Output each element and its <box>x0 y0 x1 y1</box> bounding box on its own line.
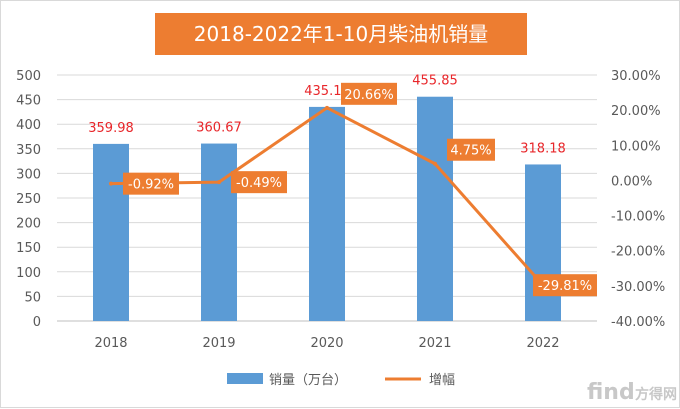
legend-swatch-bars <box>227 373 263 384</box>
growth-label-box <box>123 172 179 195</box>
category-label: 2021 <box>418 336 451 351</box>
legend-label-bars: 销量（万台） <box>269 373 347 388</box>
growth-label-text: -0.92% <box>128 178 174 193</box>
growth-point <box>109 181 113 186</box>
category-label: 2018 <box>94 336 127 351</box>
category-axis-labels: 2018 2019 2020 2021 2022 <box>94 336 559 351</box>
bar <box>201 143 237 321</box>
chart-title-group: 2018-2022年1-10月柴油机销量 <box>155 13 527 55</box>
growth-label: 4.75% <box>447 138 495 161</box>
bar <box>525 164 561 321</box>
category-label: 2022 <box>526 336 559 351</box>
bar-data-labels: 359.98 360.67 435.16 455.85 318.18 <box>88 74 566 157</box>
left-tick-label: 0 <box>33 315 41 330</box>
growth-label: 20.66% <box>341 82 397 105</box>
right-tick-label: 20.00% <box>611 104 661 119</box>
left-tick-label: 200 <box>16 217 41 232</box>
left-tick-label: 50 <box>24 290 41 305</box>
left-tick-label: 350 <box>16 143 41 158</box>
left-tick-label: 450 <box>16 94 41 109</box>
left-tick-label: 100 <box>16 266 41 281</box>
watermark-logo: find 方得网 <box>587 380 677 405</box>
growth-label: -0.49% <box>231 171 287 194</box>
right-axis-ticks: -40.00% -30.00% -20.00% -10.00% 0.00% 10.00% 2… <box>611 69 665 330</box>
bar-value-label: 435.16 <box>304 84 350 99</box>
growth-label-box <box>447 138 495 161</box>
chart-title-background <box>155 13 527 55</box>
left-tick-label: 150 <box>16 241 41 256</box>
bar-series <box>93 96 561 322</box>
growth-label-text: 4.75% <box>450 144 491 159</box>
left-axis-ticks: 0 50 100 150 200 250 300 350 400 450 500 <box>16 69 41 330</box>
category-label: 2019 <box>202 336 235 351</box>
right-tick-label: -10.00% <box>611 210 665 225</box>
growth-label: -0.92% <box>123 172 179 195</box>
growth-point <box>433 161 437 166</box>
watermark-brand: 方得网 <box>635 386 677 403</box>
bar-value-label: 359.98 <box>88 121 134 136</box>
watermark-find: find <box>587 380 635 405</box>
growth-point <box>325 105 329 110</box>
bar <box>417 96 453 321</box>
category-label: 2020 <box>310 336 343 351</box>
left-tick-label: 300 <box>16 167 41 182</box>
bar-value-label: 318.18 <box>520 141 566 156</box>
left-tick-label: 400 <box>16 118 41 133</box>
right-tick-label: -40.00% <box>611 315 665 330</box>
line-data-labels: -0.92% -0.49% 20.66% 4.75% -29.81% <box>123 82 597 297</box>
left-tick-label: 250 <box>16 192 41 207</box>
legend-label-line: 增幅 <box>429 373 455 388</box>
bar-value-label: 455.85 <box>412 74 458 89</box>
legend: 销量（万台） 增幅 <box>227 373 455 388</box>
bar-value-label: 360.67 <box>196 121 242 136</box>
right-tick-label: 10.00% <box>611 139 661 154</box>
growth-point <box>217 180 221 185</box>
right-tick-label: 30.00% <box>611 69 661 84</box>
growth-label-box <box>533 274 597 297</box>
growth-label-box <box>231 171 287 194</box>
growth-label-box <box>341 82 397 105</box>
chart-title: 2018-2022年1-10月柴油机销量 <box>194 22 488 46</box>
growth-label-text: -0.49% <box>236 176 282 191</box>
right-tick-label: -30.00% <box>611 280 665 295</box>
left-tick-label: 500 <box>16 69 41 84</box>
growth-label: -29.81% <box>533 274 597 297</box>
growth-label-text: 20.66% <box>344 88 394 103</box>
right-tick-label: -20.00% <box>611 245 665 260</box>
bar <box>93 143 129 321</box>
right-tick-label: 0.00% <box>611 174 652 189</box>
bar <box>309 106 345 322</box>
growth-label-text: -29.81% <box>538 279 592 294</box>
